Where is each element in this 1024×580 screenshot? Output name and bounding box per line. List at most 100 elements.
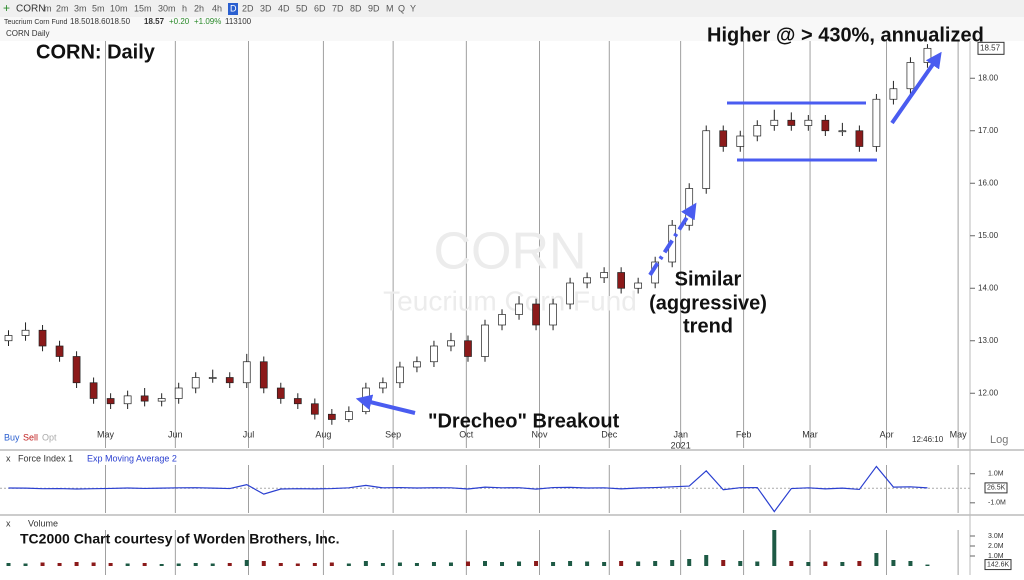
y-tick-label: 17.00 [978, 126, 999, 135]
candle-body [617, 272, 625, 289]
timeframe-button[interactable]: 4h [212, 3, 222, 13]
volume-bar [244, 560, 249, 566]
timeframe-button[interactable]: D [230, 3, 237, 13]
close-icon[interactable]: x [6, 453, 11, 463]
volume-bar [159, 564, 164, 566]
x-tick-label: Mar [802, 429, 818, 439]
candle-body [174, 387, 183, 399]
timeframe-button[interactable]: h [182, 3, 187, 13]
volume-bar [193, 563, 198, 566]
volume-bar [534, 561, 539, 566]
annotation: Higher @ > 430%, annualized [707, 24, 984, 46]
timeframe-button[interactable]: 2h [194, 3, 204, 13]
panel-title[interactable]: Volume [28, 518, 58, 528]
volume-bar [823, 561, 828, 566]
timeframe-button[interactable]: 9D [368, 3, 380, 13]
candle-body [923, 47, 932, 63]
candle-body [430, 345, 438, 363]
timeframe-button[interactable]: 4D [278, 3, 290, 13]
quote-value: 113100 [225, 17, 252, 26]
last-value-box [984, 482, 1008, 494]
volume-bar [210, 563, 215, 566]
quote-value: 18.57 [144, 17, 165, 26]
volume-bar [517, 561, 522, 566]
opt-button[interactable]: Opt [42, 432, 57, 442]
candle-body [140, 395, 149, 402]
candle-body [106, 398, 115, 405]
buy-button[interactable]: Buy [4, 432, 20, 442]
candle-body [293, 398, 302, 405]
timeframe-button[interactable]: 10m [110, 3, 128, 13]
volume-bar [568, 561, 573, 566]
candle-body [566, 282, 574, 305]
timeframe-button[interactable]: 15m [134, 3, 152, 13]
candle-body [855, 130, 864, 147]
timeframe-button[interactable]: M [386, 3, 394, 13]
y-tick-label: 18.00 [978, 73, 999, 82]
last-price-box [977, 41, 1005, 55]
quote-value: +1.09% [194, 17, 221, 26]
last-value-label: 26.5K [987, 485, 1006, 492]
timeframe-button[interactable]: 2D [242, 3, 254, 13]
x-tick-label: Feb [736, 429, 752, 439]
candle-body [208, 377, 217, 379]
timeframe-button[interactable]: 3D [260, 3, 272, 13]
close-icon[interactable]: x [6, 518, 11, 528]
y-tick-label: 2.0M [988, 543, 1004, 550]
candle-body [464, 340, 472, 357]
volume-bar [585, 561, 590, 566]
timeframe-button[interactable]: 3m [74, 3, 87, 13]
timeframe-button[interactable]: 2m [56, 3, 69, 13]
x-tick-label: Dec [601, 429, 618, 439]
volume-bar [636, 561, 641, 566]
timeframe-button[interactable]: 5m [92, 3, 105, 13]
candle-body [396, 366, 404, 384]
candle-body [787, 119, 796, 126]
volume-bar [414, 563, 419, 566]
candle-body [89, 382, 98, 399]
x-tick-label: Sep [385, 429, 401, 439]
add-icon[interactable]: + [3, 1, 10, 15]
volume-bar [176, 563, 181, 566]
panel-title[interactable]: Force Index 1 [18, 453, 73, 463]
candle-body [702, 130, 711, 189]
candle-body [889, 88, 898, 100]
timeframe-button[interactable]: 8D [350, 3, 362, 13]
candle-body [872, 98, 881, 147]
symbol[interactable]: CORN [16, 4, 45, 15]
arrow [355, 394, 416, 415]
timeframe-button[interactable]: 5D [296, 3, 308, 13]
volume-bar [602, 562, 607, 566]
timeframe-button[interactable]: Y [410, 3, 416, 13]
timeframe-button[interactable]: 30m [158, 3, 176, 13]
timeframe-button[interactable]: Q [398, 3, 405, 13]
volume-bar [704, 555, 709, 566]
active-timeframe [228, 3, 238, 15]
volume-bar [142, 563, 147, 566]
y-tick-label: 15.00 [978, 231, 999, 240]
annotation: "Drecheo" Breakout [428, 410, 620, 432]
x-tick-label: Nov [531, 429, 548, 439]
quote-value: 18.50 [70, 17, 91, 26]
timeframe-button[interactable]: 6D [314, 3, 326, 13]
volume-bar [483, 561, 487, 566]
x-tick-label: May [97, 429, 115, 439]
volume-bar [261, 561, 266, 566]
scale-mode[interactable]: Log [990, 434, 1008, 446]
panel-title[interactable]: Exp Moving Average 2 [87, 453, 177, 463]
clock: 12:46:10 [912, 435, 944, 444]
timeframe-button[interactable]: 7D [332, 3, 344, 13]
candle-body [310, 403, 319, 415]
candle-body [123, 395, 132, 405]
volume-bar [278, 563, 283, 566]
watermark: Teucrium Corn Fund [383, 285, 637, 316]
candle-body [191, 377, 200, 389]
y-tick-label: 12.00 [978, 388, 999, 397]
chart-title: CORN: Daily [36, 41, 156, 63]
x-tick-label: Jul [243, 429, 255, 439]
timeframe-button[interactable]: m [44, 3, 52, 13]
sell-button[interactable]: Sell [23, 432, 38, 442]
last-value-box [984, 559, 1012, 571]
volume-bar [108, 563, 113, 566]
